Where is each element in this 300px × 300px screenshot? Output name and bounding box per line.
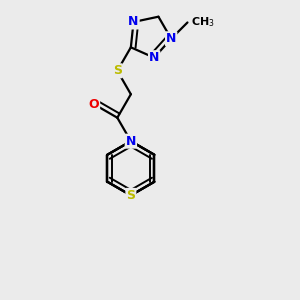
Text: S: S — [113, 64, 122, 77]
Text: O: O — [88, 98, 99, 111]
Text: N: N — [149, 51, 159, 64]
Text: N: N — [166, 32, 176, 45]
Text: CH$_3$: CH$_3$ — [191, 16, 215, 29]
Text: N: N — [128, 16, 139, 28]
Text: N: N — [126, 135, 136, 148]
Text: S: S — [126, 189, 135, 202]
